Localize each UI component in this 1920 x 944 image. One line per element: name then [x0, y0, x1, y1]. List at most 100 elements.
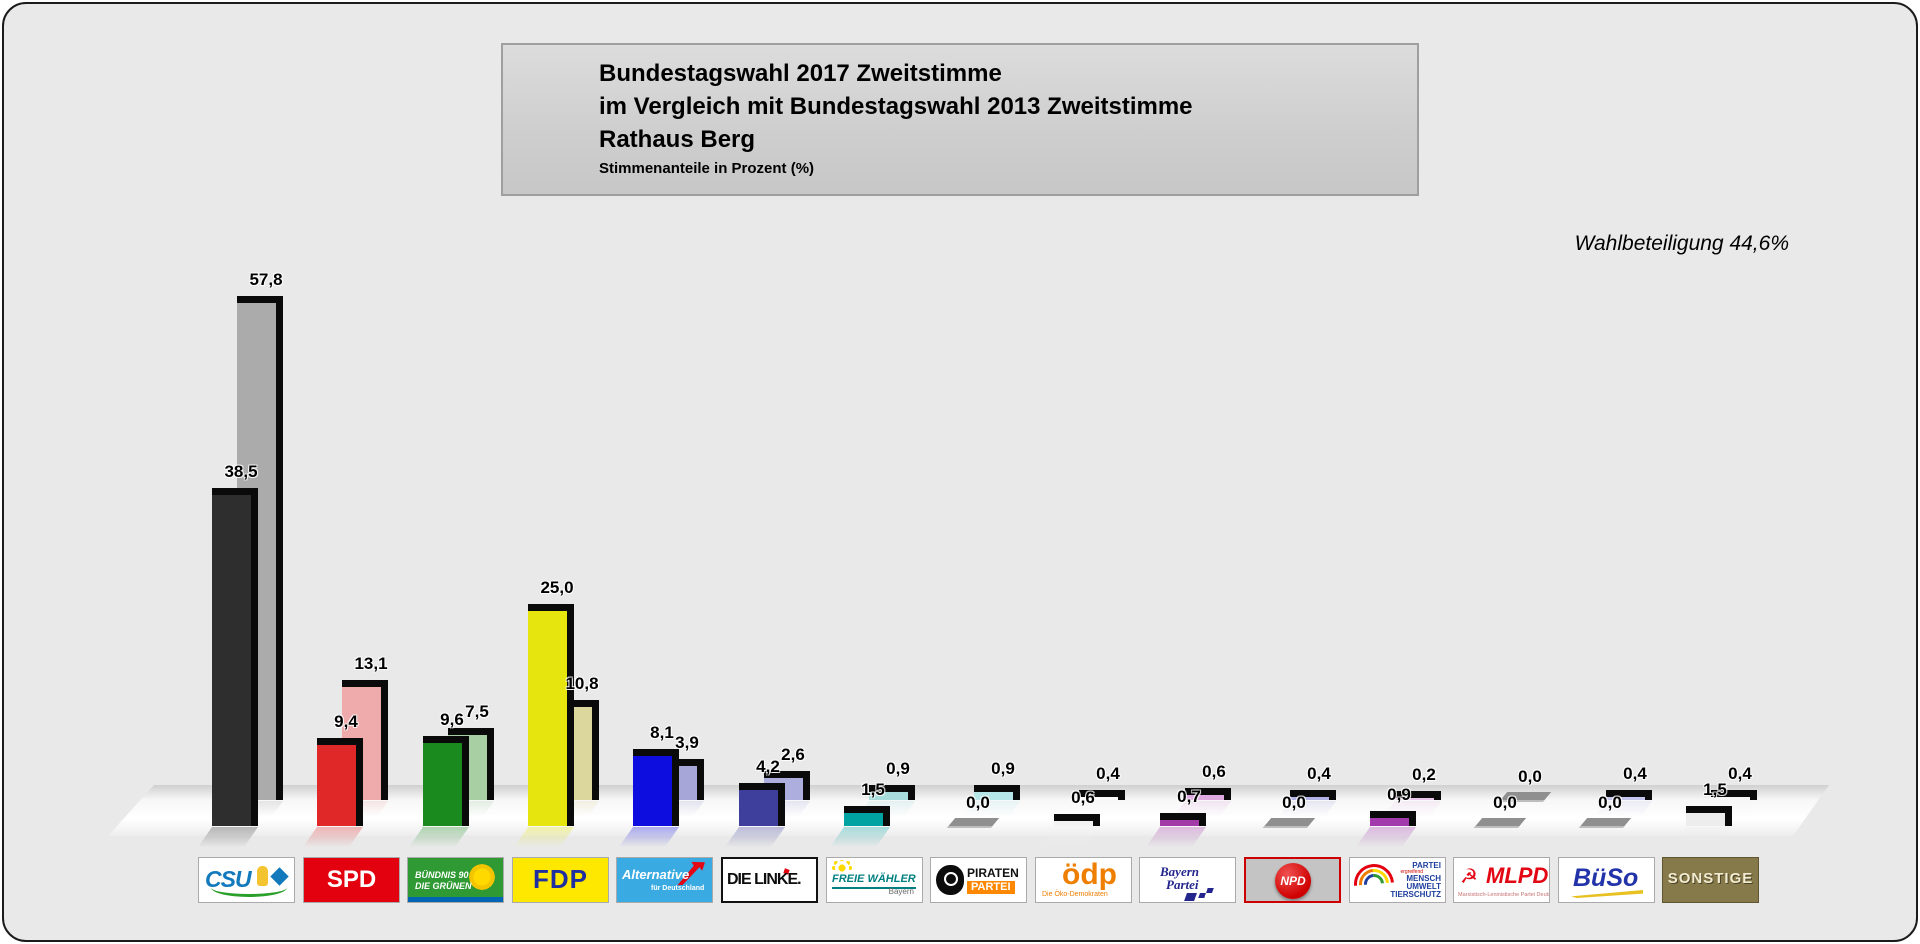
- bar-2013-oedp: [1079, 790, 1125, 800]
- value-label-2017-mlpd: 0,0: [1493, 793, 1517, 812]
- legend-text-tier-2: MENSCH: [1406, 874, 1441, 883]
- bar-2017-sonstige: [1686, 806, 1732, 826]
- legend-text-npd-0: NPD: [1280, 874, 1306, 888]
- value-label-2017-oedp: 0,6: [1071, 788, 1095, 807]
- bar-2013-npd: [1290, 790, 1336, 800]
- bar-2017-fw: [844, 806, 890, 826]
- npd-circle-icon: [1275, 863, 1311, 899]
- legend-text-tier-3: UMWELT: [1406, 882, 1441, 891]
- legend-item-piraten: PIRATEN PARTEI: [930, 857, 1027, 903]
- bavarian-checker-icon: [1198, 888, 1214, 898]
- legend-text-gruene-1: DIE GRÜNEN: [415, 881, 472, 891]
- legend-text-tier-0: PARTEI: [1412, 861, 1441, 870]
- legend-text-oedp-0: ödp: [1062, 858, 1117, 891]
- value-label-2017-afd: 8,1: [650, 723, 674, 742]
- legend-text-tier-4: TIERSCHUTZ: [1390, 890, 1441, 899]
- sunflower-icon: [467, 862, 497, 892]
- legend-text-bueso-0: BüSo: [1573, 864, 1639, 892]
- bar-2013-piraten: [974, 785, 1020, 800]
- legend-text-afd-1: für Deutschland: [651, 885, 705, 892]
- bar-2017-bp: [1160, 813, 1206, 826]
- bar-2017-linke: [739, 783, 785, 826]
- legend-item-npd: NPD: [1244, 857, 1341, 903]
- value-label-2013-tier: 0,2: [1412, 765, 1436, 784]
- legend-text-mlpd-0: MLPD: [1486, 863, 1549, 888]
- value-label-2017-linke: 4,2: [756, 757, 780, 776]
- legend-text-afd-0: Alternative: [622, 867, 690, 882]
- legend-item-afd: Alternative für Deutschland: [616, 857, 713, 903]
- legend-item-bp: Bayern Partei: [1139, 857, 1236, 903]
- legend-item-fw: FREIE WÄHLER Bayern: [826, 857, 923, 903]
- bar-2017-spd: [317, 738, 363, 826]
- bar-2017-fdp: [528, 604, 574, 826]
- value-label-2013-oedp: 0,4: [1096, 764, 1120, 783]
- bar-2017-oedp: [1054, 814, 1100, 826]
- csu-swoosh-icon: [211, 878, 287, 897]
- title-subtitle: Stimmenanteile in Prozent (%): [599, 160, 815, 177]
- value-label-2017-spd: 9,4: [334, 712, 358, 731]
- value-label-2017-bp: 0,7: [1177, 787, 1201, 806]
- value-label-2013-piraten: 0,9: [991, 759, 1015, 778]
- legend-item-spd: SPD: [303, 857, 400, 903]
- bar-2017-csu: [212, 488, 258, 826]
- sun-icon: [835, 861, 849, 875]
- bar-2013-fw: [869, 785, 915, 800]
- legend-item-sonstige: SONSTIGE: [1662, 857, 1759, 903]
- legend-text-spd-0: SPD: [326, 866, 377, 893]
- value-label-2013-sonstige: 0,4: [1728, 764, 1752, 783]
- turnout-annotation: Wahlbeteiligung 44,6%: [1574, 232, 1789, 255]
- bar-2013-bp: [1185, 788, 1231, 800]
- value-label-2017-sonstige: 1,5: [1703, 780, 1727, 799]
- title-line-3: Rathaus Berg: [599, 126, 756, 153]
- legend-text-piraten-0: PIRATEN: [967, 866, 1019, 880]
- value-label-2017-bueso: 0,0: [1598, 793, 1622, 812]
- legend-text-piraten-1: PARTEI: [967, 881, 1015, 894]
- bar-2013-sonstige: [1711, 790, 1757, 800]
- hammer-sickle-icon: ☭: [1460, 866, 1478, 888]
- legend-text-gruene-0: BÜNDNIS 90: [415, 870, 469, 880]
- value-label-2017-piraten: 0,0: [966, 793, 990, 812]
- fw-underline: [832, 887, 916, 889]
- value-label-2013-bp: 0,6: [1202, 762, 1226, 781]
- value-label-2017-tier: 0,9: [1387, 785, 1411, 804]
- bar-2017-afd: [633, 749, 679, 826]
- value-label-2013-fdp: 10,8: [565, 674, 599, 693]
- bar-2013-bueso: [1606, 790, 1652, 800]
- legend-text-linke-0: DIE LINKE.: [727, 871, 802, 888]
- value-label-2013-mlpd: 0,0: [1518, 767, 1542, 786]
- value-label-2017-gruene: 9,6: [440, 710, 464, 729]
- value-label-2013-csu: 57,8: [249, 270, 283, 289]
- legend-row: CSU SPD BÜNDNIS 90 DIE GRÜNEN FDP Alternative…: [4, 4, 1916, 940]
- legend-text-tier-1: ergreifend: [1400, 869, 1423, 875]
- legend-text-mlpd-1: Marxistisch-Leninistische Partei Deutsch…: [1458, 892, 1549, 898]
- legend-item-csu: CSU: [198, 857, 295, 903]
- value-label-2017-fw: 1,5: [861, 780, 885, 799]
- legend-text-bp-0: Bayern: [1160, 864, 1199, 879]
- gruene-blue-strip: [408, 897, 503, 902]
- value-label-2013-bueso: 0,4: [1623, 764, 1647, 783]
- title-line-1: Bundestagswahl 2017 Zweitstimme: [599, 60, 1002, 87]
- legend-item-text-block: PARTEI ergreifend MENSCH UMWELT TIERSCHUTZ: [1383, 862, 1445, 899]
- legend-text-sonstige-0: SONSTIGE: [1667, 870, 1754, 887]
- legend-item-mlpd: ☭ MLPD Marxistisch-Leninistische Partei De…: [1453, 857, 1550, 903]
- legend-text-oedp-1: Die Öko-Demokraten: [1042, 891, 1108, 898]
- value-label-2017-csu: 38,5: [224, 462, 258, 481]
- value-label-2017-npd: 0,0: [1282, 793, 1306, 812]
- legend-item-tier: PARTEI ergreifend MENSCH UMWELT TIERSCHUTZ: [1349, 857, 1446, 903]
- legend-item-oedp: ödp Die Öko-Demokraten: [1035, 857, 1132, 903]
- value-label-2013-afd: 3,9: [675, 733, 699, 752]
- legend-item-linke: DIE LINKE.: [721, 857, 818, 903]
- chart-title-box: Bundestagswahl 2017 Zweitstimme im Vergl…: [501, 43, 1419, 196]
- legend-text-csu-0: CSU: [205, 866, 252, 892]
- value-label-2013-fw: 0,9: [886, 759, 910, 778]
- legend-item-bueso: BüSo: [1558, 857, 1655, 903]
- value-label-2013-npd: 0,4: [1307, 764, 1331, 783]
- plot-area: 38,5 9,4 9,6 25,0 8,1 4,2 1,5 0,0 0,6 0,7 0,0 0,9 0,…: [4, 4, 1916, 940]
- bar-2017-tier: [1370, 811, 1416, 826]
- legend-text-fdp-0: FDP: [533, 864, 588, 894]
- legend-text-fw-0: FREIE WÄHLER: [832, 873, 916, 885]
- title-line-2: im Vergleich mit Bundestagswahl 2013 Zwe…: [599, 93, 1193, 120]
- bueso-swoosh-icon: [1571, 890, 1643, 898]
- value-label-2013-spd: 13,1: [354, 654, 388, 673]
